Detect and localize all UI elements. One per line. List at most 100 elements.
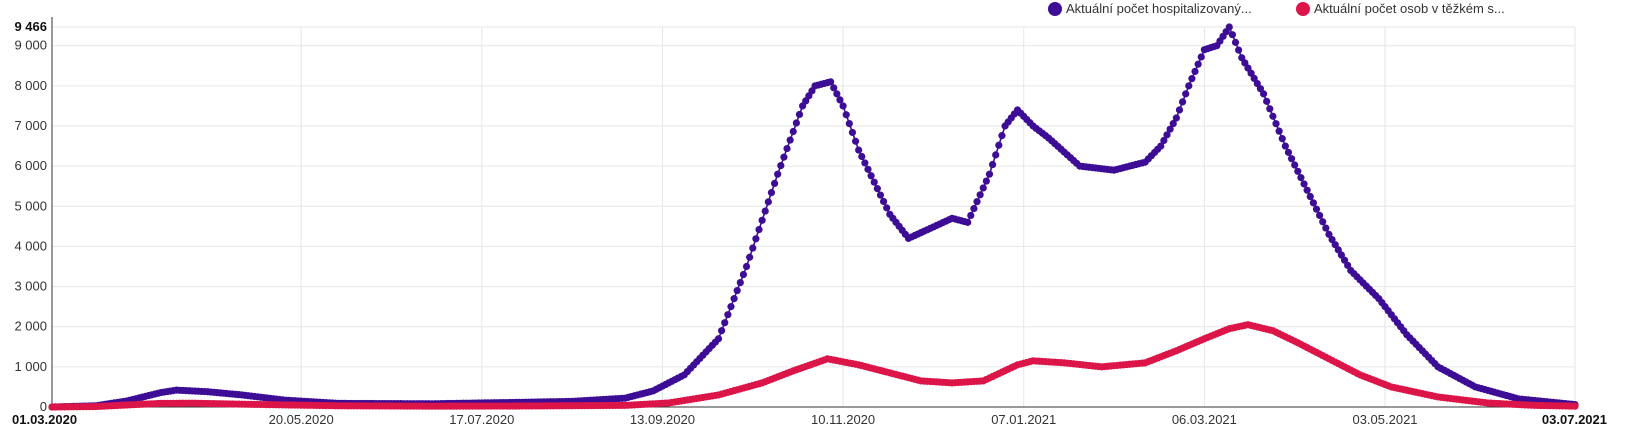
x-tick-label: 03.05.2021 bbox=[1352, 412, 1417, 426]
data-point bbox=[1331, 241, 1339, 249]
series-2 bbox=[48, 321, 1579, 411]
data-point bbox=[1344, 261, 1352, 269]
data-point bbox=[792, 119, 800, 127]
data-point bbox=[1269, 112, 1277, 120]
data-point bbox=[964, 218, 972, 226]
x-tick-label: 03.07.2021 bbox=[1542, 412, 1607, 426]
data-point bbox=[842, 111, 850, 119]
data-point bbox=[1297, 174, 1305, 182]
data-point bbox=[718, 327, 726, 335]
x-tick-label: 06.03.2021 bbox=[1172, 412, 1237, 426]
y-tick-label: 0 bbox=[40, 399, 47, 414]
data-point bbox=[1188, 75, 1196, 83]
data-point bbox=[979, 184, 987, 192]
x-tick-label: 07.01.2021 bbox=[991, 412, 1056, 426]
data-point bbox=[855, 146, 863, 154]
data-point bbox=[1334, 246, 1342, 254]
series-1 bbox=[48, 23, 1579, 411]
data-point bbox=[1182, 90, 1190, 98]
data-point bbox=[1238, 54, 1246, 62]
data-point bbox=[758, 216, 766, 224]
series-layer bbox=[48, 23, 1579, 411]
data-point bbox=[1172, 114, 1180, 122]
legend[interactable]: Aktuální počet hospitalizovaný... Aktuáln… bbox=[1048, 1, 1505, 16]
data-point bbox=[883, 204, 891, 212]
data-point bbox=[774, 170, 782, 178]
data-point bbox=[861, 159, 869, 167]
data-point bbox=[1160, 136, 1168, 145]
data-point bbox=[783, 144, 791, 153]
data-point bbox=[761, 207, 769, 215]
data-point bbox=[839, 102, 847, 110]
data-point bbox=[998, 132, 1006, 140]
legend-label: Aktuální počet osob v těžkém s... bbox=[1314, 1, 1505, 16]
data-point bbox=[1571, 402, 1579, 410]
data-point bbox=[1340, 256, 1349, 264]
legend-item-1[interactable]: Aktuální počet hospitalizovaný... bbox=[1048, 1, 1252, 16]
legend-marker bbox=[1296, 2, 1310, 16]
data-point bbox=[721, 319, 729, 327]
data-point bbox=[795, 110, 804, 119]
data-point bbox=[786, 136, 794, 144]
y-tick-label: 1 000 bbox=[14, 359, 47, 374]
data-point bbox=[1244, 64, 1252, 72]
legend-item-2[interactable]: Aktuální počet osob v těžkém s... bbox=[1296, 1, 1505, 16]
data-point bbox=[1191, 67, 1199, 75]
data-point bbox=[873, 185, 881, 193]
data-point bbox=[836, 96, 844, 104]
data-point bbox=[1256, 85, 1265, 93]
y-tick-label: 5 000 bbox=[14, 198, 47, 213]
data-point bbox=[1309, 199, 1317, 207]
data-point bbox=[848, 128, 857, 137]
data-point bbox=[1325, 230, 1333, 238]
data-point bbox=[1328, 235, 1336, 244]
data-point bbox=[733, 286, 741, 295]
data-point bbox=[1272, 120, 1280, 128]
y-max-label: 9 466 bbox=[14, 19, 47, 34]
y-tick-label: 6 000 bbox=[14, 158, 47, 173]
data-point bbox=[1291, 161, 1299, 169]
data-point bbox=[752, 235, 760, 243]
data-point bbox=[714, 335, 723, 343]
data-point bbox=[1266, 105, 1274, 113]
data-point bbox=[780, 153, 788, 161]
data-point bbox=[1250, 74, 1258, 82]
data-point bbox=[1175, 106, 1184, 114]
data-point bbox=[1253, 79, 1261, 88]
y-tick-label: 9 000 bbox=[14, 38, 47, 53]
data-point bbox=[867, 172, 875, 180]
data-point bbox=[982, 177, 990, 185]
x-tick-label: 13.09.2020 bbox=[630, 412, 695, 426]
data-point bbox=[1235, 46, 1243, 54]
data-point bbox=[985, 170, 994, 178]
data-point bbox=[1163, 131, 1171, 139]
x-tick-label: 17.07.2020 bbox=[449, 412, 514, 426]
data-point bbox=[749, 244, 757, 252]
data-point bbox=[764, 198, 772, 206]
y-tick-label: 4 000 bbox=[14, 238, 47, 253]
legend-marker bbox=[1048, 2, 1062, 16]
data-point bbox=[851, 137, 860, 145]
data-point bbox=[1281, 142, 1289, 150]
data-point bbox=[1275, 127, 1283, 135]
data-point bbox=[1263, 97, 1271, 105]
data-point bbox=[995, 141, 1003, 149]
x-tick-label: 20.05.2020 bbox=[269, 412, 334, 426]
data-point bbox=[742, 262, 751, 271]
data-point bbox=[730, 295, 738, 303]
data-point bbox=[970, 204, 978, 213]
data-point bbox=[1231, 38, 1240, 46]
data-point bbox=[858, 152, 866, 161]
data-point bbox=[1294, 167, 1302, 175]
data-point bbox=[1166, 125, 1174, 133]
data-point bbox=[1337, 251, 1346, 259]
data-point bbox=[1300, 180, 1308, 188]
data-point bbox=[1278, 135, 1286, 143]
data-point bbox=[870, 178, 878, 186]
data-point bbox=[777, 162, 785, 170]
data-point bbox=[767, 189, 776, 197]
data-point bbox=[1322, 224, 1330, 232]
legend-label: Aktuální počet hospitalizovaný... bbox=[1066, 1, 1252, 16]
